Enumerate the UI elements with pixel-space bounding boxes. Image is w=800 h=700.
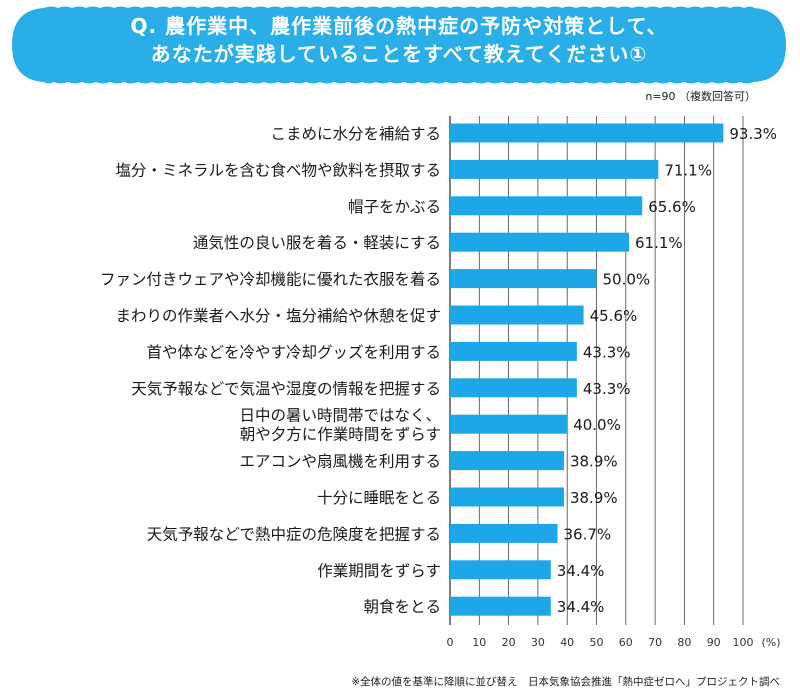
tick-label: 60 [619,636,633,649]
tick-label: 90 [707,636,721,649]
category-label: 朝食をとる [363,598,441,616]
title-banner-shape [12,6,786,84]
category-label: 天気予報などで熱中症の危険度を把握する [147,525,441,543]
category-label: 日中の暑い時間帯ではなく、 [239,407,441,425]
data-label: 38.9% [570,489,618,507]
data-label: 93.3% [729,125,777,143]
tick-label: 100 [733,636,754,649]
data-label: 34.4% [557,562,605,580]
title-banner: Q. 農作業中、農作業前後の熱中症の予防や対策として、 あなたが実践していること… [10,4,788,86]
data-label: 45.6% [590,307,638,325]
data-label: 38.9% [570,453,618,471]
data-label: 61.1% [635,234,683,252]
category-label: 首や体などを冷やす冷却グッズを利用する [146,343,441,361]
tick-label: 40 [560,636,574,649]
tick-label: 0 [447,636,454,649]
bar [450,414,568,434]
sample-size-note: n=90 （複数回答可） [645,90,756,103]
tick-label: 70 [648,636,662,649]
tick-label: 80 [677,636,691,649]
bar [450,159,659,179]
tick-label: 50 [590,636,604,649]
bar [450,123,724,143]
data-label: 40.0% [573,416,621,434]
bar [450,487,564,507]
category-label: 朝や夕方に作業時間をずらす [240,426,441,444]
data-label: 43.3% [583,343,631,361]
bar [450,596,551,616]
data-label: 65.6% [648,198,696,216]
tick-label: 20 [502,636,516,649]
bar [450,269,597,289]
tick-label: 30 [531,636,545,649]
bar [450,341,577,361]
data-label: 43.3% [583,380,631,398]
category-label: 通気性の良い服を着る・軽装にする [193,234,441,252]
category-label: 塩分・ミネラルを含む食べ物や飲料を摂取する [115,161,441,179]
tick-label: 10 [472,636,486,649]
bar [450,378,577,398]
chart-title-line1: Q. 農作業中、農作業前後の熱中症の予防や対策として、 [130,14,668,38]
category-label: 作業期間をずらす [317,562,441,580]
chart-title-line2: あなたが実践していることをすべて教えてください① [150,42,648,66]
category-label: 十分に睡眠をとる [317,489,441,507]
category-label: まわりの作業者へ水分・塩分補給や休憩を促す [115,307,441,325]
bar [450,523,558,543]
data-label: 34.4% [557,598,605,616]
category-label: エアコンや扇風機を利用する [239,453,441,471]
bar [450,560,551,580]
chart-title: Q. 農作業中、農作業前後の熱中症の予防や対策として、 あなたが実践していること… [10,12,788,68]
category-label: こまめに水分を補給する [270,125,441,143]
data-label: 50.0% [603,271,651,289]
axis-unit-label: (%) [761,636,780,649]
bar [450,305,584,325]
data-label: 71.1% [664,161,712,179]
footnote: ※全体の値を基準に降順に並び替え 日本気象協会推進「熱中症ゼロへ」プロジェクト調… [351,676,780,688]
bar [450,232,630,252]
data-label: 36.7% [564,525,612,543]
bar [450,451,564,471]
bar [450,196,643,216]
category-label: ファン付きウェアや冷却機能に優れた衣服を着る [100,271,441,289]
category-label: 帽子をかぶる [348,198,441,216]
category-label: 天気予報などで気温や湿度の情報を把握する [131,380,441,398]
